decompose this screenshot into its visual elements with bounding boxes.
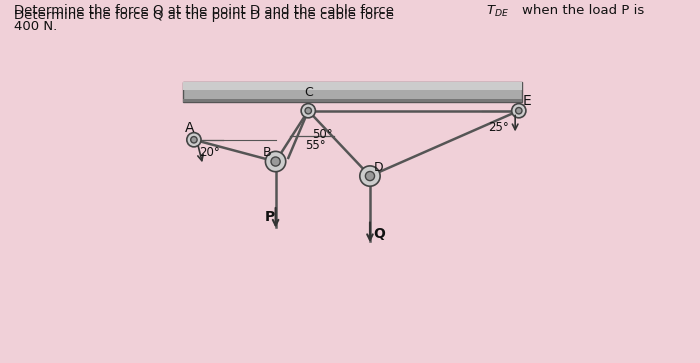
Circle shape <box>271 157 280 166</box>
Circle shape <box>365 171 375 181</box>
Circle shape <box>187 132 201 147</box>
Text: when the load P is: when the load P is <box>522 4 644 17</box>
Text: B: B <box>263 146 272 159</box>
Text: E: E <box>522 94 531 108</box>
Circle shape <box>301 103 316 118</box>
Text: Determine the force Q at the point D and the cable force: Determine the force Q at the point D and… <box>14 4 398 17</box>
Bar <box>183 99 522 102</box>
Text: Determine the force Q at the point D and the cable force: Determine the force Q at the point D and… <box>14 9 398 22</box>
Circle shape <box>190 136 197 143</box>
Circle shape <box>305 107 312 114</box>
Text: 50°: 50° <box>312 128 332 141</box>
Text: C: C <box>304 86 314 99</box>
Circle shape <box>516 107 522 114</box>
Text: 55°: 55° <box>304 139 326 152</box>
Text: $T_{DE}$: $T_{DE}$ <box>486 4 510 19</box>
Text: A: A <box>185 122 195 135</box>
Text: D: D <box>374 160 383 174</box>
Text: 25°: 25° <box>488 121 509 134</box>
Text: 400 N.: 400 N. <box>14 20 57 33</box>
Text: P: P <box>265 211 275 224</box>
Circle shape <box>360 166 380 186</box>
Circle shape <box>512 103 526 118</box>
Bar <box>183 82 522 102</box>
Circle shape <box>265 151 286 172</box>
Text: 20°: 20° <box>199 146 220 159</box>
Text: Q: Q <box>374 227 386 241</box>
Bar <box>183 82 522 90</box>
